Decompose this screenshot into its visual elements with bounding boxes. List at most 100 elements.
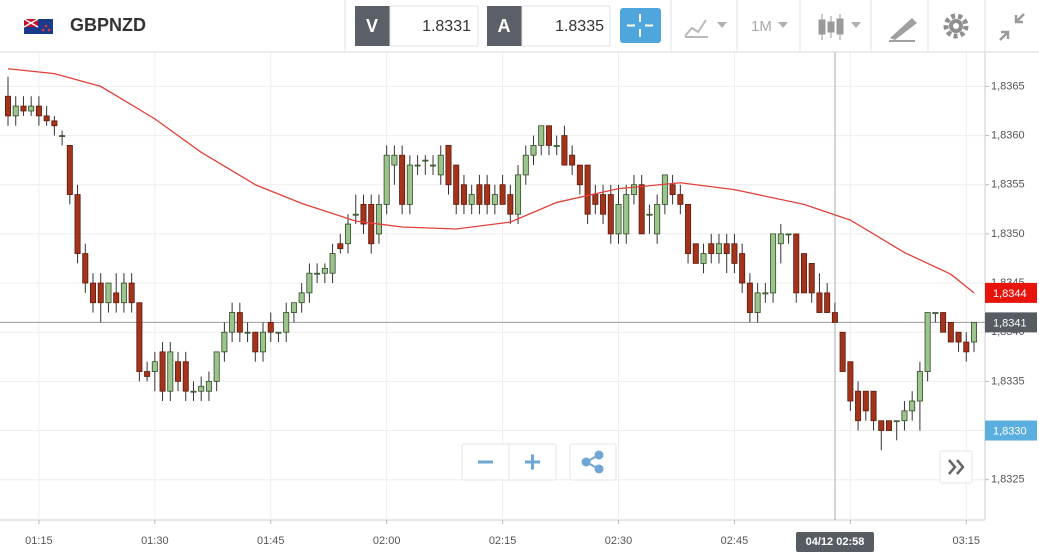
candle-body — [685, 203, 692, 254]
flag-icon — [23, 18, 53, 34]
candle-body — [383, 154, 390, 205]
candle-body — [932, 312, 939, 314]
candle-body — [229, 312, 236, 333]
candle-body — [947, 321, 954, 343]
candle-body — [569, 154, 576, 166]
candle-body — [144, 371, 151, 377]
candle-body — [955, 331, 962, 343]
price-badge — [985, 282, 1037, 303]
candle-body — [35, 105, 42, 117]
candle-body — [800, 253, 807, 294]
candle-body — [654, 203, 661, 235]
candle-body — [677, 194, 684, 205]
candle-body — [414, 164, 421, 167]
candle-body — [190, 390, 197, 393]
candle-body — [770, 233, 777, 294]
bid-button[interactable] — [355, 6, 390, 46]
candle-body — [940, 312, 947, 333]
ask-tag: A — [498, 16, 511, 36]
interval[interactable]: 1M — [751, 18, 772, 35]
ask-button[interactable] — [487, 6, 522, 46]
scroll-end-icon — [948, 459, 965, 475]
candle-body — [283, 312, 290, 333]
candle-body — [445, 145, 452, 186]
candle-body — [352, 213, 359, 216]
candle-body — [5, 95, 11, 117]
settings-button[interactable] — [943, 13, 969, 39]
candle-body — [74, 194, 81, 254]
candle-body — [306, 272, 313, 294]
x-tick-label: 02:15 — [489, 535, 517, 547]
candle-body — [739, 253, 746, 284]
candle-body — [607, 194, 614, 235]
candle-body — [298, 292, 305, 304]
candle-body — [275, 331, 282, 334]
candle-body — [831, 312, 838, 323]
candle-type-button[interactable] — [818, 14, 861, 40]
candle-body — [167, 351, 174, 392]
candle-body — [630, 184, 637, 195]
candle-body — [198, 385, 205, 392]
candle-body — [522, 154, 529, 176]
candle-body — [885, 420, 892, 431]
candle-body — [893, 420, 900, 423]
candle-body — [491, 194, 498, 205]
candle-body — [159, 351, 166, 392]
share-button[interactable] — [569, 443, 617, 481]
candle-body — [661, 174, 668, 205]
candle-body — [66, 145, 73, 195]
chart-type-button[interactable] — [684, 19, 727, 38]
candle-body — [136, 302, 143, 372]
candle-body — [360, 203, 367, 225]
plot-area: 1,83251,83301,83351,83401,83451,83501,83… — [0, 52, 1039, 552]
candle-body — [615, 203, 622, 235]
candle-body — [909, 400, 916, 412]
candle-body — [476, 184, 483, 205]
candle-body — [120, 282, 127, 304]
candle-body — [260, 331, 267, 353]
candle-body — [545, 125, 552, 146]
candle-body — [646, 213, 653, 216]
candle-body — [329, 253, 336, 274]
candle-body — [453, 164, 460, 205]
candle-body — [723, 243, 730, 254]
candle-body — [530, 145, 537, 156]
crosshair-button[interactable] — [620, 8, 661, 43]
price-badge-label: 1,8330 — [993, 425, 1027, 437]
candle-body — [499, 184, 506, 205]
candle-body — [437, 154, 444, 176]
x-tick-label: 01:30 — [141, 535, 169, 547]
bid-price: 1.8331 — [422, 18, 471, 35]
candle-body — [90, 282, 97, 304]
candle-body — [205, 380, 212, 392]
candle-body — [754, 292, 761, 313]
candle-body — [878, 420, 885, 431]
candle-body — [468, 194, 475, 205]
collapse-button[interactable] — [999, 13, 1025, 41]
candle-body — [252, 331, 259, 353]
candle-body — [762, 292, 769, 295]
candle-body — [746, 282, 753, 313]
candle-body — [600, 194, 607, 215]
candle-body — [267, 321, 274, 333]
ask-box — [521, 5, 611, 47]
draw-button[interactable] — [889, 18, 917, 42]
candle-body — [59, 135, 66, 137]
candle-body — [182, 361, 189, 392]
candle-body — [213, 351, 220, 382]
price-badge — [985, 420, 1037, 441]
candle-body — [43, 115, 50, 122]
candle-body — [553, 145, 560, 147]
x-tick-label: 02:45 — [721, 535, 749, 547]
zoom-in-button[interactable] — [525, 454, 540, 470]
price-badge-label: 1,8341 — [993, 317, 1027, 329]
candle-body — [901, 410, 908, 422]
candle-body — [638, 184, 645, 235]
x-tick-label: 03:15 — [953, 535, 981, 547]
candle-body — [314, 272, 321, 275]
zoom-controls — [461, 443, 973, 484]
y-tick-label: 1,8355 — [991, 179, 1025, 191]
candle-body — [515, 174, 522, 215]
x-tick-label: 01:45 — [257, 535, 285, 547]
candle-body — [623, 194, 630, 235]
